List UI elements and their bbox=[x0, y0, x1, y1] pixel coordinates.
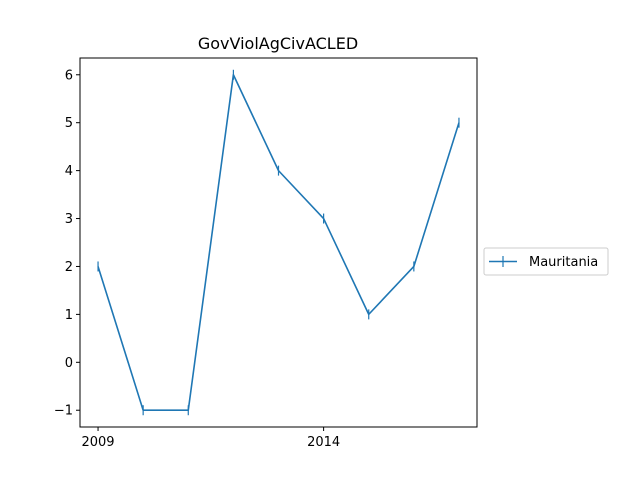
legend-label-series-1: Mauritania bbox=[529, 255, 598, 270]
y-tick-label: 6 bbox=[65, 68, 73, 83]
series-line-1 bbox=[97, 73, 460, 412]
legend: Mauritania bbox=[483, 247, 609, 276]
y-tick-label: −1 bbox=[54, 404, 73, 419]
y-tick-label: 3 bbox=[65, 212, 73, 227]
y-tick-label: 4 bbox=[65, 164, 73, 179]
x-axis: 2009 2014 bbox=[81, 427, 340, 450]
plot-area-frame bbox=[79, 57, 478, 428]
y-axis: −1 0 1 2 3 4 5 6 bbox=[54, 68, 80, 419]
chart-title: GovViolAgCivACLED bbox=[198, 34, 358, 53]
y-tick-label: 1 bbox=[65, 308, 73, 323]
y-tick-label: 2 bbox=[65, 260, 73, 275]
series-layer bbox=[97, 69, 460, 416]
x-tick-label: 2009 bbox=[81, 435, 114, 450]
x-tick-label: 2014 bbox=[307, 435, 340, 450]
y-tick-label: 5 bbox=[65, 116, 73, 131]
legend-box bbox=[483, 247, 609, 276]
y-tick-label: 0 bbox=[65, 356, 73, 371]
